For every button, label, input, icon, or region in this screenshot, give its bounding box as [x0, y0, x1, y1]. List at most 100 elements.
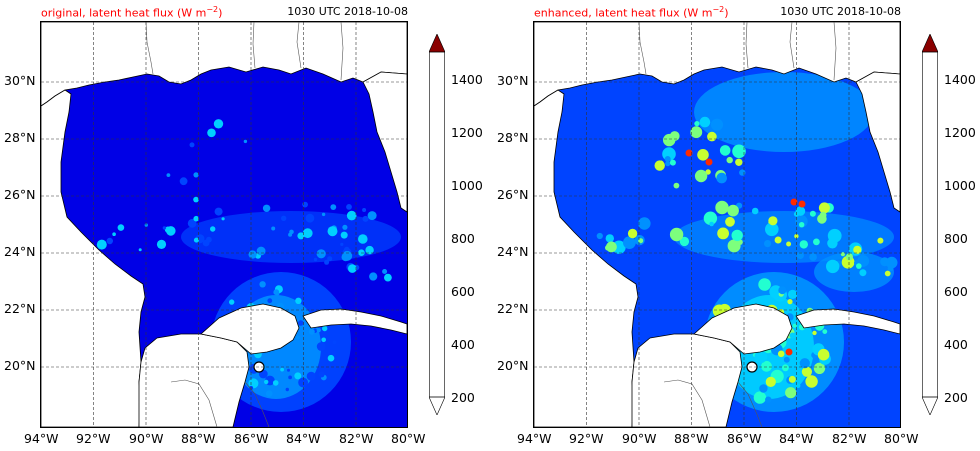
flux-cell [327, 226, 338, 237]
land-usa [534, 22, 900, 107]
flux-cell [819, 211, 827, 219]
colorbar-tick-label: 200 [944, 390, 968, 405]
flux-cell [287, 368, 290, 372]
flux-cell [340, 242, 344, 246]
political-border [789, 22, 795, 69]
colorbar-tick-label: 600 [944, 284, 968, 299]
flux-cell [214, 207, 223, 216]
land-florida [362, 71, 407, 213]
flux-cell [289, 229, 294, 235]
flux-cell [295, 297, 302, 304]
flux-cell [324, 259, 330, 265]
flux-cell [365, 245, 374, 255]
flux-cell [229, 299, 235, 305]
land-cuba [302, 308, 407, 335]
flux-cell [265, 390, 273, 397]
flux-cell [344, 246, 350, 253]
flux-cell [764, 240, 772, 248]
flux-cell [322, 325, 328, 332]
flux-cell [281, 215, 287, 221]
lat-tick-label: 30°N [497, 73, 529, 88]
colorbar-frame [429, 51, 445, 398]
flux-cell [606, 241, 617, 253]
flux-peak [685, 149, 693, 157]
flux-cell [774, 236, 782, 244]
lat-tick-label: 26°N [4, 187, 36, 202]
political-border [145, 22, 154, 75]
colorbar-tick-label: 1400 [451, 72, 483, 87]
flux-cell [801, 366, 812, 377]
lon-tick-label: 90°W [129, 431, 164, 446]
flux-cell [166, 173, 171, 178]
flux-cell [709, 221, 714, 227]
flux-cell [794, 234, 799, 239]
lat-tick-label: 28°N [4, 130, 36, 145]
flux-cell [705, 169, 711, 175]
flux-cell [751, 207, 759, 215]
panel-original: original, latent heat flux (W m−2) 1030 … [4, 5, 483, 446]
flux-cell [189, 142, 195, 148]
map-enhanced [533, 21, 901, 428]
land-yucatan-west [138, 333, 250, 427]
flux-cell [859, 269, 867, 277]
lon-tick-label: 88°W [181, 431, 216, 446]
lon-tick-label: 94°W [517, 431, 552, 446]
flux-cell [342, 224, 348, 230]
flux-cell [884, 270, 891, 277]
colorbar-tick-label: 1000 [944, 178, 976, 193]
flux-cell [199, 236, 205, 242]
flux-peak [790, 198, 798, 206]
flux-cell [856, 263, 862, 269]
flux-cell [221, 217, 225, 221]
panel-title-enhanced: enhanced, latent heat flux (W m−2) [534, 5, 729, 20]
flux-cell [732, 144, 746, 159]
flux-cell [298, 320, 304, 326]
flux-cell [796, 251, 804, 260]
flux-cell [321, 337, 327, 343]
flux-cell [735, 158, 743, 166]
flux-cell [138, 248, 142, 252]
flux-cell [306, 371, 316, 381]
flux-cell [731, 229, 743, 242]
flux-cell [665, 161, 671, 167]
panel-timestamp-enhanced: 1030 UTC 2018-10-08 [780, 5, 901, 18]
flux-cell [694, 169, 708, 183]
flux-cell [726, 156, 733, 164]
flux-cell [340, 231, 348, 239]
flux-cell [302, 228, 313, 239]
flux-cell [725, 216, 735, 227]
flux-cell [259, 281, 266, 288]
flux-cell [348, 264, 357, 273]
flux-cell [813, 238, 820, 246]
flux-cell [812, 330, 817, 336]
flux-cell [739, 169, 746, 176]
lon-tick-label: 80°W [884, 431, 919, 446]
flux-cell [297, 232, 305, 240]
flux-cell [321, 212, 326, 217]
flux-cell [367, 211, 377, 221]
flux-cell [264, 379, 269, 385]
flux-cell [703, 211, 718, 225]
flux-cell [761, 360, 772, 372]
flux-cell [887, 265, 894, 272]
flux-cell [305, 213, 315, 223]
flux-peak [785, 348, 793, 356]
flux-cell [623, 236, 636, 250]
flux-cell [164, 226, 171, 233]
flux-cell [267, 298, 273, 304]
flux-cell [346, 204, 352, 210]
flux-cell [809, 253, 817, 261]
flux-cell [313, 257, 318, 262]
flux-cell [117, 224, 125, 231]
flux-peak [798, 200, 806, 208]
flux-cell [316, 249, 326, 259]
lat-tick-label: 26°N [497, 187, 529, 202]
flux-cell [332, 340, 337, 345]
flux-cell [786, 241, 792, 247]
land-usa [41, 22, 407, 107]
lat-tick-label: 20°N [4, 358, 36, 373]
political-border [833, 22, 837, 81]
flux-cell [719, 145, 731, 156]
land-yucatan-east [200, 303, 300, 355]
flux-cell [627, 228, 638, 239]
